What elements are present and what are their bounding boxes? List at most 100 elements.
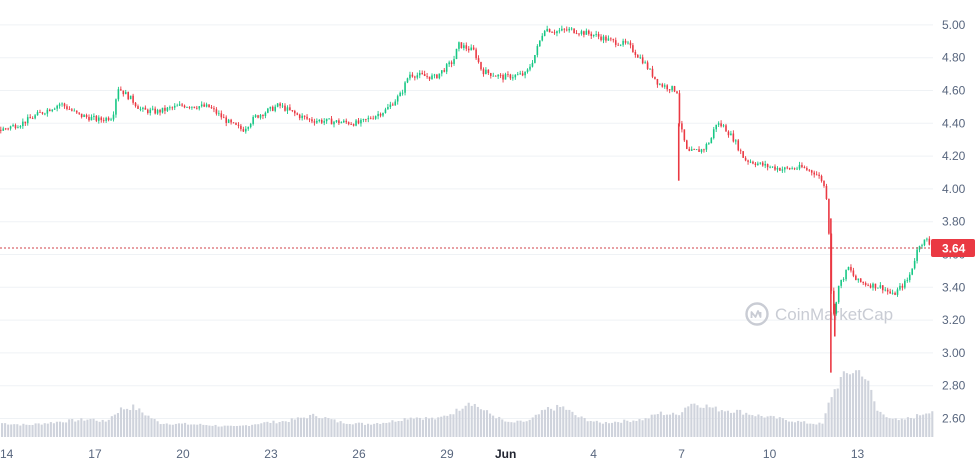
candle-body <box>144 107 147 110</box>
candle-body <box>159 109 161 113</box>
candle-body <box>793 168 796 170</box>
volume-bar <box>199 423 202 437</box>
volume-bar <box>424 417 428 437</box>
candle-body <box>781 169 784 171</box>
volume-bar <box>611 422 614 437</box>
volume-bar <box>318 418 321 437</box>
candle-body <box>396 96 399 102</box>
candle-body <box>242 129 245 132</box>
candle-body <box>475 49 477 59</box>
candle-body <box>659 84 661 86</box>
volume-bar <box>232 426 235 437</box>
candle-body <box>29 117 31 119</box>
candle-body <box>467 48 470 51</box>
volume-bar <box>132 404 135 437</box>
y-tick-label: 2.80 <box>942 379 966 393</box>
y-tick-label: 4.60 <box>942 84 966 98</box>
volume-bar <box>787 421 790 437</box>
candle-body <box>316 121 318 123</box>
volume-bar <box>25 424 28 437</box>
volume-bar <box>150 418 153 437</box>
candle-body <box>80 113 83 118</box>
candle-body <box>61 103 63 105</box>
candle-body <box>147 109 149 113</box>
volume-bar <box>687 406 690 437</box>
candle-body <box>142 107 144 109</box>
candle-body <box>384 109 387 113</box>
volume-bar <box>537 414 540 437</box>
candle-body <box>656 79 659 85</box>
candle-body <box>690 149 693 151</box>
volume-bar <box>916 414 919 437</box>
candle-body <box>921 245 923 247</box>
volume-bar <box>177 423 180 437</box>
candle-body <box>497 74 499 77</box>
volume-bar <box>443 415 446 437</box>
candle-body <box>110 119 112 121</box>
volume-bar <box>16 424 19 437</box>
volume-bar <box>418 417 421 437</box>
candle-body <box>377 113 379 117</box>
candle-body <box>374 116 377 119</box>
volume-bar <box>434 419 437 437</box>
volume-bar <box>113 414 116 437</box>
volume-bar <box>629 422 632 437</box>
volume-bar <box>519 420 522 437</box>
candle-body <box>918 246 921 250</box>
candle-body <box>796 168 798 170</box>
volume-bar <box>598 422 601 437</box>
current-price-badge: 3.64 <box>931 238 975 257</box>
candle-body <box>923 239 926 246</box>
candle-body <box>698 149 700 152</box>
candle-body <box>742 151 744 158</box>
candle-body <box>173 105 176 108</box>
volume-bar <box>650 414 653 437</box>
volume-bar <box>437 417 440 437</box>
volume-bar <box>339 421 342 437</box>
volume-bar <box>888 418 891 437</box>
volume-bar <box>391 420 394 437</box>
candle-body <box>769 166 771 168</box>
candle-body <box>516 74 519 76</box>
volume-bar <box>522 421 525 437</box>
candle-body <box>289 107 291 111</box>
candle-body <box>183 105 186 108</box>
volume-bar <box>873 401 876 437</box>
volume-bar <box>245 425 248 437</box>
candle-body <box>139 108 142 110</box>
candle-body <box>649 68 651 70</box>
volume-bar <box>312 413 315 437</box>
candle-body <box>764 164 766 166</box>
candle-body <box>588 30 590 34</box>
candle-body <box>490 73 492 76</box>
volume-bar <box>382 422 385 437</box>
candle-body <box>607 38 610 41</box>
volume-bar <box>635 420 638 437</box>
candle-body <box>681 123 683 130</box>
volume-bar <box>720 410 723 437</box>
candle-body <box>176 105 178 107</box>
y-tick-label: 4.00 <box>942 182 966 196</box>
volume-bar <box>226 425 229 437</box>
volume-bar <box>68 419 71 437</box>
candle-body <box>480 62 482 70</box>
candle-body <box>840 279 842 286</box>
candle-body <box>382 112 384 116</box>
volume-bar <box>37 423 40 437</box>
y-tick-label: 4.80 <box>942 51 966 65</box>
volume-bar <box>531 417 534 437</box>
candle-body <box>592 34 595 36</box>
candle-body <box>323 121 325 123</box>
candle-body <box>418 72 421 76</box>
candle-body <box>171 107 174 109</box>
x-tick-label: 23 <box>264 447 278 461</box>
volume-bar <box>180 423 184 437</box>
volume-bar <box>254 424 257 437</box>
volume-bar <box>818 422 821 437</box>
candle-body <box>899 285 901 290</box>
volume-bar <box>327 418 330 437</box>
candle-body <box>122 90 125 95</box>
volume-bar <box>235 425 238 437</box>
candle-body <box>570 28 573 30</box>
